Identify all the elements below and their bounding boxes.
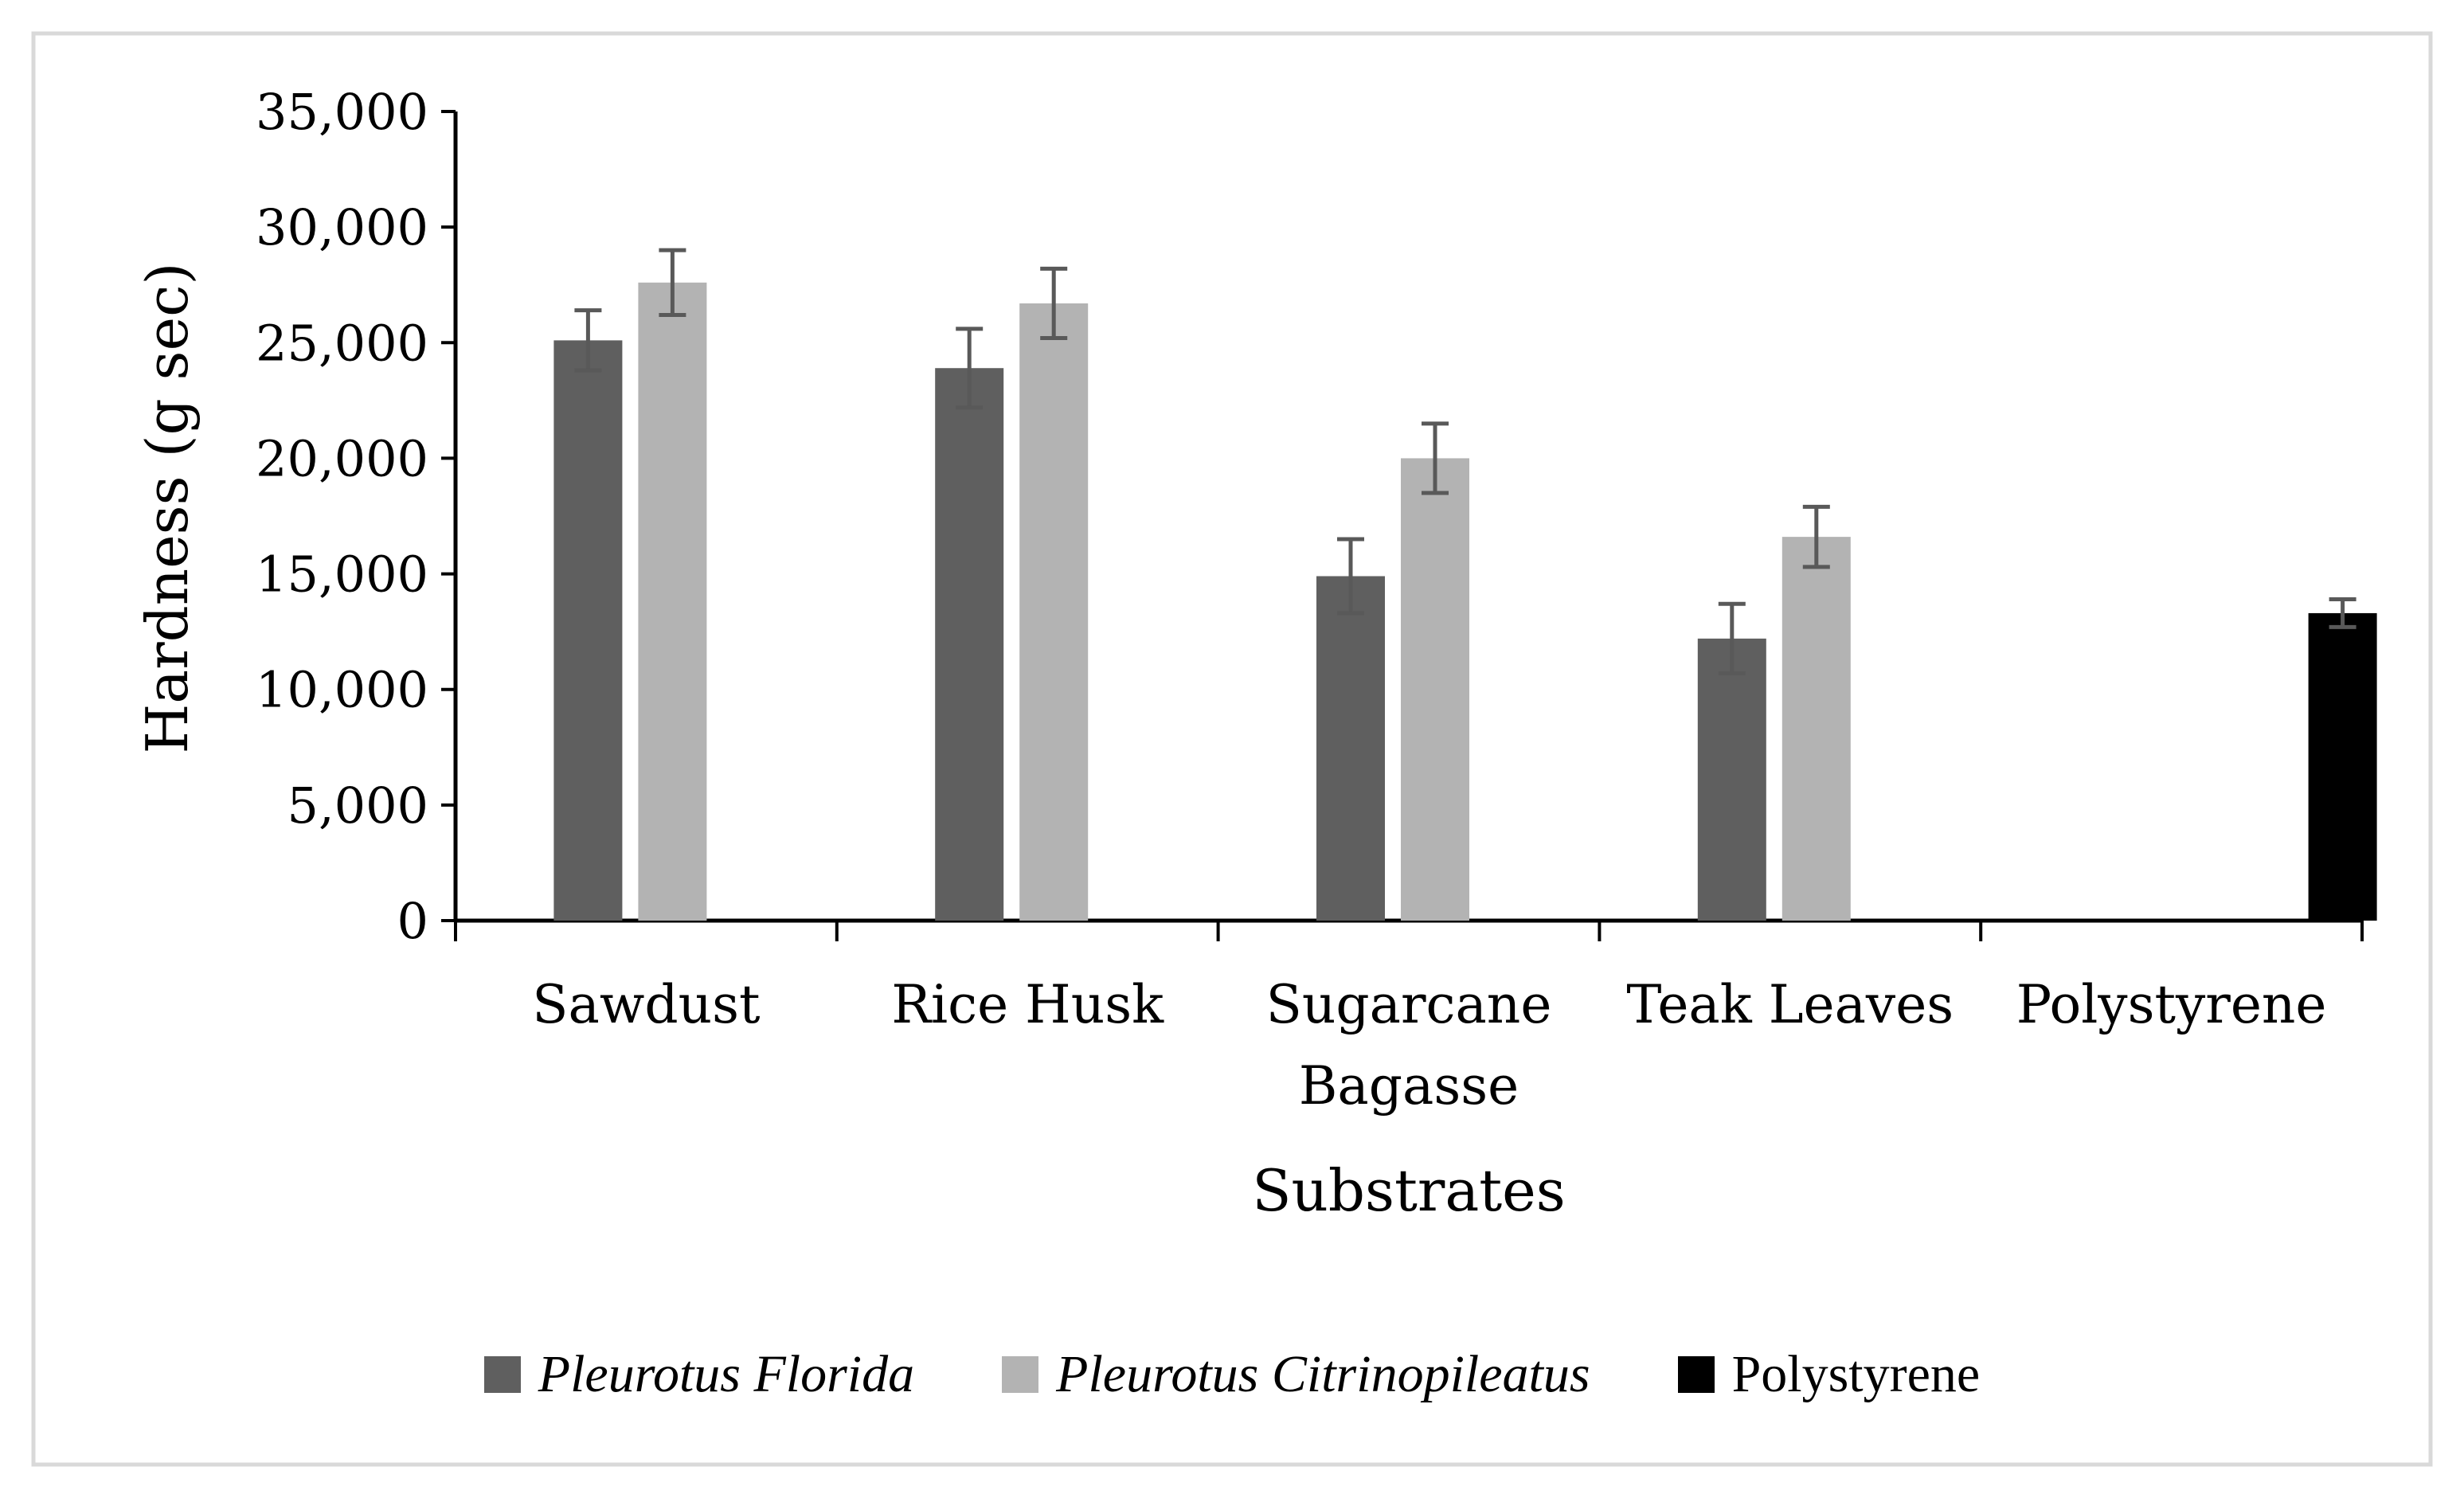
y-tick-label: 0 — [397, 892, 428, 950]
legend-swatch-polystyrene — [1677, 1356, 1715, 1393]
legend-label-pleurotus-florida: Pleurotus Florida — [538, 1345, 915, 1403]
y-tick-label: 20,000 — [256, 429, 428, 487]
y-tick-label: 10,000 — [256, 661, 428, 719]
y-tick-label: 30,000 — [256, 198, 428, 256]
bar — [1019, 303, 1089, 921]
bar — [2308, 612, 2377, 921]
x-tick-label: Polystyrene — [2016, 974, 2327, 1035]
legend-item-pleurotus-florida: Pleurotus Florida — [483, 1344, 915, 1405]
x-tick-label: Bagasse — [1299, 1055, 1519, 1117]
error-bars-group — [574, 248, 2356, 675]
y-axis-title: Hardness (g sec) — [134, 262, 201, 753]
y-tick-label: 15,000 — [256, 546, 428, 604]
x-tick-label: Teak Leaves — [1626, 974, 1954, 1035]
legend-label-polystyrene: Polystyrene — [1731, 1345, 1981, 1403]
bar — [935, 368, 1004, 921]
chart-border — [31, 31, 2433, 1467]
legend-swatch-pleurotus-florida — [483, 1356, 521, 1393]
bar — [1316, 576, 1385, 921]
bar — [1401, 458, 1469, 921]
bar — [1697, 638, 1766, 921]
legend: Pleurotus Florida Pleurotus Citrinopilea… — [0, 1343, 2464, 1406]
legend-label-pleurotus-citrinopileatus: Pleurotus Citrinopileatus — [1056, 1345, 1590, 1403]
legend-item-polystyrene: Polystyrene — [1677, 1344, 1981, 1405]
x-tick-label: Sugarcane — [1266, 974, 1552, 1035]
y-tick-label: 25,000 — [256, 314, 428, 372]
x-axis-title: Substrates — [1252, 1157, 1566, 1224]
y-tick-label: 35,000 — [256, 83, 428, 141]
y-tick-label: 5,000 — [287, 776, 429, 835]
bar — [638, 282, 707, 921]
bar — [1782, 537, 1851, 921]
bar — [553, 340, 623, 921]
x-tick-label: Sawdust — [532, 974, 760, 1035]
labels-group: 0 5,000 10,000 15,000 20,000 25,000 30,000 35,0… — [256, 83, 2326, 1117]
legend-item-pleurotus-citrinopileatus: Pleurotus Citrinopileatus — [1002, 1344, 1590, 1405]
x-tick-label: Rice Husk — [891, 974, 1164, 1035]
legend-swatch-pleurotus-citrinopileatus — [1002, 1356, 1039, 1393]
bars-group — [553, 282, 2377, 921]
